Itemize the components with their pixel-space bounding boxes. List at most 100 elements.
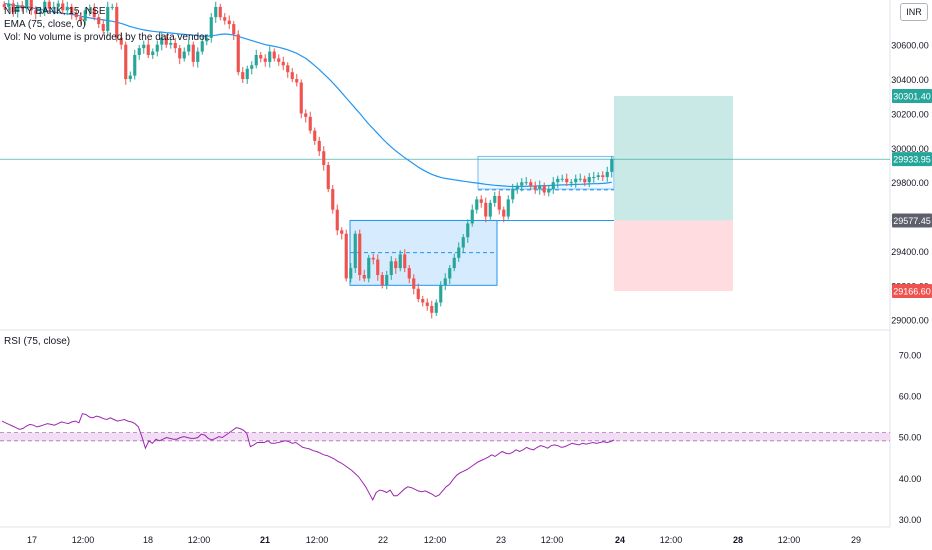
- candle-body: [592, 177, 596, 179]
- price-tick-label: 29400.00: [891, 247, 929, 257]
- candle-body: [250, 65, 254, 69]
- candle-body: [259, 55, 263, 59]
- symbol-label[interactable]: NIFTY BANK, 15, NSE: [4, 6, 106, 17]
- candle-body: [560, 178, 564, 180]
- price-tick-label: 30400.00: [891, 75, 929, 85]
- candle-body: [520, 182, 524, 186]
- candle-body: [241, 72, 245, 80]
- rsi-legend[interactable]: RSI (75, close): [4, 336, 71, 347]
- candle-body: [47, 1, 51, 9]
- price-tick-label: 30000.00: [891, 144, 929, 154]
- candle-body: [70, 6, 74, 14]
- candle-body: [529, 182, 533, 186]
- volume-label[interactable]: Vol: No volume is provided by the data v…: [4, 32, 211, 43]
- candle-body: [398, 254, 402, 269]
- rsi-tick-label: 50.00: [899, 433, 922, 443]
- candle-body: [452, 257, 456, 269]
- candle-body: [142, 44, 146, 49]
- rsi-tick-label: 70.00: [899, 351, 922, 361]
- candle-body: [268, 51, 272, 62]
- target-zone: [614, 96, 733, 221]
- candle-body: [326, 165, 330, 190]
- candle-body: [515, 185, 519, 190]
- candle-body: [380, 275, 384, 286]
- candle-body: [277, 58, 281, 62]
- candle-body: [191, 44, 195, 62]
- candle-body: [128, 75, 132, 80]
- candle-body: [542, 185, 546, 193]
- stop-zone: [614, 220, 733, 292]
- candle-body: [511, 189, 515, 200]
- price-tick-label: 29800.00: [891, 178, 929, 188]
- candle-body: [79, 17, 83, 21]
- candle-body: [290, 72, 294, 80]
- candle-body: [358, 233, 362, 275]
- time-tick-label: 12:00: [306, 535, 329, 545]
- candle-body: [182, 51, 186, 59]
- candle-body: [173, 42, 177, 49]
- candle-body: [439, 285, 443, 303]
- candle-body: [295, 79, 299, 83]
- candle-body: [569, 182, 573, 184]
- time-tick-label: 24: [615, 535, 625, 545]
- candle-body: [263, 58, 267, 62]
- candle-body: [254, 55, 258, 66]
- candle-body: [488, 202, 492, 217]
- time-tick-label: 12:00: [72, 535, 95, 545]
- candle-body: [151, 51, 155, 55]
- candle-body: [313, 130, 317, 141]
- candle-body: [281, 61, 285, 66]
- target-price-tag: 30301.40: [893, 92, 931, 102]
- candle-body: [371, 257, 375, 260]
- candle-body: [146, 44, 150, 55]
- candle-body: [209, 17, 213, 38]
- time-tick-label: 17: [27, 535, 37, 545]
- candle-body: [214, 6, 218, 18]
- time-tick-label: 12:00: [188, 535, 211, 545]
- time-tick-label: 21: [260, 535, 270, 545]
- candle-body: [466, 223, 470, 238]
- rsi-line: [1, 413, 615, 502]
- candle-body: [160, 37, 164, 45]
- candle-body: [187, 44, 191, 52]
- candle-body: [133, 55, 137, 76]
- candle-body: [412, 278, 416, 289]
- candle-body: [218, 6, 222, 18]
- candle-body: [38, 12, 42, 14]
- candle-body: [2, 4, 6, 7]
- candle-body: [578, 178, 582, 180]
- ema-line: [4, 2, 612, 188]
- candle-body: [74, 13, 78, 18]
- candle-body: [299, 82, 303, 114]
- candle-body: [574, 178, 578, 183]
- candle-body: [317, 140, 321, 152]
- candle-body: [16, 5, 20, 13]
- candle-body: [101, 24, 105, 31]
- candle-body: [506, 199, 510, 217]
- candle-body: [223, 17, 227, 21]
- current-price-tag: 29933.95: [893, 155, 931, 165]
- candle-body: [601, 175, 605, 178]
- candle-body: [502, 209, 506, 217]
- candle-body: [457, 247, 461, 258]
- price-tick-label: 30200.00: [891, 109, 929, 119]
- ema-label[interactable]: EMA (75, close, 0): [4, 19, 86, 30]
- candle-body: [110, 6, 114, 8]
- candle-body: [137, 48, 141, 55]
- entry-price-tag: 29577.45: [893, 216, 931, 226]
- candle-body: [200, 41, 204, 52]
- candle-body: [331, 189, 335, 210]
- rsi-tick-label: 30.00: [899, 515, 922, 525]
- candle-body: [106, 6, 110, 31]
- candle-body: [416, 288, 420, 300]
- candle-body: [434, 302, 438, 313]
- currency-button[interactable]: INR: [900, 3, 928, 21]
- candle-body: [407, 268, 411, 279]
- candle-body: [164, 37, 168, 45]
- candle-body: [587, 177, 591, 183]
- candle-body: [272, 51, 276, 59]
- price-tick-label: 30600.00: [891, 41, 929, 51]
- candle-body: [124, 44, 128, 80]
- time-tick-label: 28: [733, 535, 743, 545]
